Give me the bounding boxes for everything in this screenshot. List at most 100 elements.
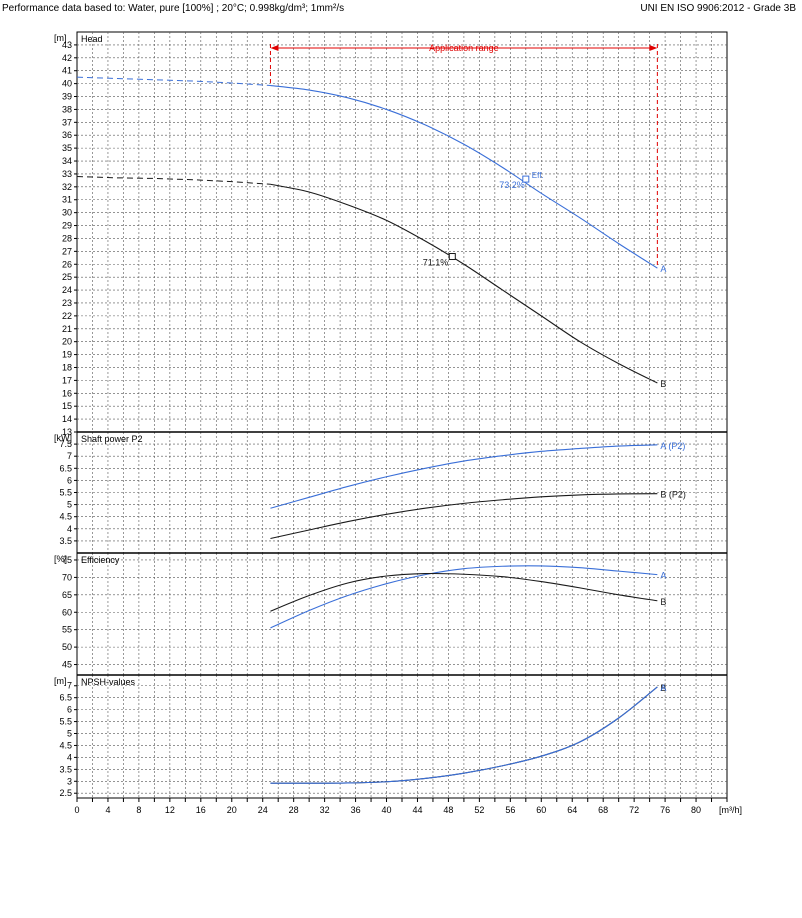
series-end-label: B <box>660 597 666 607</box>
y-tick-label: 14 <box>62 414 72 424</box>
series-end-label: A (P2) <box>660 441 685 451</box>
y-tick-label: 5 <box>67 729 72 739</box>
y-tick-label: 6 <box>67 475 72 485</box>
y-tick-label: 32 <box>62 182 72 192</box>
x-unit-label: [m³/h] <box>719 805 742 815</box>
y-tick-label: 24 <box>62 285 72 295</box>
y-tick-label: 4.5 <box>59 512 72 522</box>
y-tick-label: 42 <box>62 53 72 63</box>
y-tick-label: 19 <box>62 350 72 360</box>
x-tick-label: 56 <box>505 805 515 815</box>
y-tick-label: 45 <box>62 660 72 670</box>
series-end-label: B <box>660 683 666 693</box>
y-unit-label: [m] <box>54 676 67 686</box>
y-tick-label: 41 <box>62 66 72 76</box>
y-tick-label: 6 <box>67 705 72 715</box>
x-tick-label: 52 <box>474 805 484 815</box>
y-tick-label: 4 <box>67 524 72 534</box>
y-tick-label: 36 <box>62 130 72 140</box>
y-tick-label: 55 <box>62 625 72 635</box>
y-tick-label: 3.5 <box>59 764 72 774</box>
y-tick-label: 22 <box>62 311 72 321</box>
x-tick-label: 20 <box>227 805 237 815</box>
x-tick-label: 76 <box>660 805 670 815</box>
y-tick-label: 23 <box>62 298 72 308</box>
series-end-label: B <box>660 379 666 389</box>
series-end-label: A <box>660 571 666 581</box>
y-tick-label: 3.5 <box>59 536 72 546</box>
y-tick-label: 4.5 <box>59 740 72 750</box>
series-A-extrapolated <box>76 76 271 87</box>
y-tick-label: 70 <box>62 572 72 582</box>
y-tick-label: 21 <box>62 324 72 334</box>
y-tick-label: 28 <box>62 233 72 243</box>
x-tick-label: 4 <box>105 805 110 815</box>
series-end-label: A <box>660 264 666 274</box>
y-tick-label: 5.5 <box>59 717 72 727</box>
y-tick-label: 65 <box>62 590 72 600</box>
y-tick-label: 7.5 <box>59 439 72 449</box>
y-tick-label: 2.5 <box>59 788 72 798</box>
y-tick-label: 25 <box>62 272 72 282</box>
y-tick-label: 27 <box>62 246 72 256</box>
y-tick-label: 18 <box>62 362 72 372</box>
panel-head: 13 14 15 16 17 18 19 20 21 22 23 24 25 26 27 28 29 30 31 32… <box>54 32 727 437</box>
y-tick-label: 40 <box>62 79 72 89</box>
y-tick-label: 31 <box>62 195 72 205</box>
x-tick-label: 32 <box>320 805 330 815</box>
bep-marker <box>522 175 530 183</box>
series-A-curve <box>270 565 658 629</box>
y-tick-label: 7 <box>67 681 72 691</box>
bep-efficiency-label: 73.2% <box>499 180 525 190</box>
x-tick-label: 16 <box>196 805 206 815</box>
y-tick-label: 13 <box>62 427 72 437</box>
x-tick-label: 48 <box>443 805 453 815</box>
panel-title: Shaft power P2 <box>81 434 143 444</box>
x-tick-label: 12 <box>165 805 175 815</box>
header-performance-basis: Performance data based to: Water, pure [… <box>2 3 345 14</box>
series-B-extrapolated <box>76 176 271 185</box>
eff-label: Eff. <box>532 171 544 180</box>
x-tick-label: 68 <box>598 805 608 815</box>
y-tick-label: 26 <box>62 259 72 269</box>
header-standard: UNI EN ISO 9906:2012 - Grade 3B <box>640 3 796 14</box>
panel-title: Head <box>81 34 103 44</box>
y-tick-label: 15 <box>62 401 72 411</box>
x-tick-label: 28 <box>289 805 299 815</box>
y-unit-label: [%] <box>54 554 67 564</box>
panel-title: Efficiency <box>81 555 120 565</box>
panel-npsh: 2.5 3 3.5 4 4.55 5.5 6 6.5 7[m] NPSH-values BA <box>54 674 727 798</box>
series-end-label: A <box>660 683 666 693</box>
x-tick-label: 36 <box>351 805 361 815</box>
y-unit-label: [m] <box>54 33 67 43</box>
panel-power: 3.5 4 4.5 5 5.5 6 6.5 7 7.5[kW] Shaft power P2 A (… <box>54 431 727 553</box>
y-tick-label: 5.5 <box>59 488 72 498</box>
panel-title: NPSH-values <box>81 677 136 687</box>
series-BP2-curve <box>270 493 658 540</box>
x-tick-label: 60 <box>536 805 546 815</box>
series-A-curve <box>270 85 658 269</box>
y-tick-label: 20 <box>62 337 72 347</box>
y-tick-label: 33 <box>62 169 72 179</box>
y-tick-label: 43 <box>62 40 72 50</box>
bep-marker <box>448 253 456 261</box>
series-AP2-curve <box>270 444 658 509</box>
series-A-curve <box>270 686 658 784</box>
bep-efficiency-label: 71.1% <box>423 258 449 268</box>
y-tick-label: 6.5 <box>59 693 72 703</box>
range-arrow-left <box>270 45 279 51</box>
y-tick-label: 30 <box>62 208 72 218</box>
x-tick-label: 40 <box>382 805 392 815</box>
y-tick-label: 37 <box>62 117 72 127</box>
y-tick-label: 60 <box>62 607 72 617</box>
y-tick-label: 16 <box>62 388 72 398</box>
x-tick-label: 80 <box>691 805 701 815</box>
series-B-curve <box>270 572 658 612</box>
range-label: Application range <box>429 43 499 53</box>
x-tick-label: 64 <box>567 805 577 815</box>
x-tick-label: 8 <box>136 805 141 815</box>
y-tick-label: 7 <box>67 451 72 461</box>
y-tick-label: 35 <box>62 143 72 153</box>
